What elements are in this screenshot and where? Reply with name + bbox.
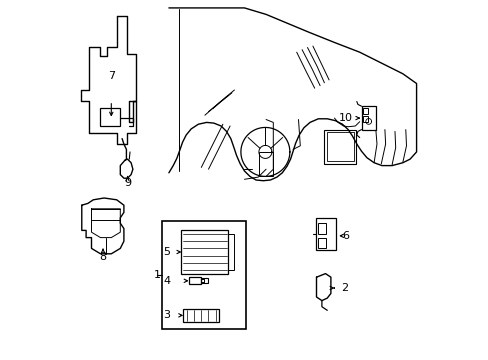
Text: 7: 7 — [107, 71, 115, 81]
Bar — [183, 309, 219, 322]
Bar — [162, 221, 246, 329]
Text: 3: 3 — [163, 310, 170, 320]
Bar — [188, 277, 201, 284]
Bar — [181, 230, 228, 274]
Bar — [201, 278, 207, 283]
Bar — [363, 116, 367, 122]
Text: 6: 6 — [341, 231, 348, 241]
Bar — [323, 130, 355, 164]
Bar — [258, 152, 272, 176]
Text: 5: 5 — [163, 247, 170, 257]
Text: 2: 2 — [340, 283, 347, 293]
Bar — [228, 234, 233, 270]
Bar — [326, 132, 353, 161]
Text: 9: 9 — [123, 178, 131, 188]
Text: 4: 4 — [163, 276, 170, 286]
Text: 8: 8 — [99, 252, 106, 262]
Bar — [317, 238, 325, 248]
Text: 10: 10 — [338, 113, 352, 123]
Bar — [101, 108, 120, 126]
Bar — [361, 106, 375, 130]
Bar — [317, 223, 325, 234]
Bar — [363, 108, 367, 114]
Text: 1: 1 — [154, 270, 161, 280]
Bar — [316, 218, 336, 250]
